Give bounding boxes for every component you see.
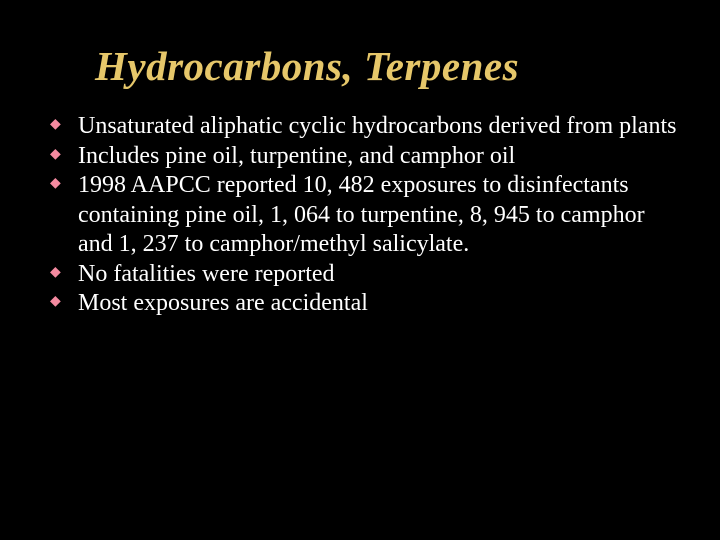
bullet-list: ◆ Unsaturated aliphatic cyclic hydrocarb…: [40, 112, 680, 319]
list-item: ◆ Includes pine oil, turpentine, and cam…: [48, 142, 680, 172]
slide-title: Hydrocarbons, Terpenes: [95, 42, 680, 90]
list-item: ◆ 1998 AAPCC reported 10, 482 exposures …: [48, 171, 680, 260]
bullet-text: No fatalities were reported: [78, 261, 335, 287]
bullet-marker-icon: ◆: [50, 295, 61, 309]
bullet-marker-icon: ◆: [50, 118, 61, 132]
bullet-text: Most exposures are accidental: [78, 290, 368, 316]
bullet-text: Includes pine oil, turpentine, and camph…: [78, 143, 515, 169]
bullet-text: Unsaturated aliphatic cyclic hydrocarbon…: [78, 113, 676, 139]
bullet-marker-icon: ◆: [50, 148, 61, 162]
bullet-marker-icon: ◆: [50, 266, 61, 280]
list-item: ◆ Most exposures are accidental: [48, 289, 680, 319]
list-item: ◆ No fatalities were reported: [48, 260, 680, 290]
list-item: ◆ Unsaturated aliphatic cyclic hydrocarb…: [48, 112, 680, 142]
bullet-text: 1998 AAPCC reported 10, 482 exposures to…: [78, 172, 645, 257]
bullet-marker-icon: ◆: [50, 177, 61, 191]
slide: Hydrocarbons, Terpenes ◆ Unsaturated ali…: [0, 0, 720, 540]
